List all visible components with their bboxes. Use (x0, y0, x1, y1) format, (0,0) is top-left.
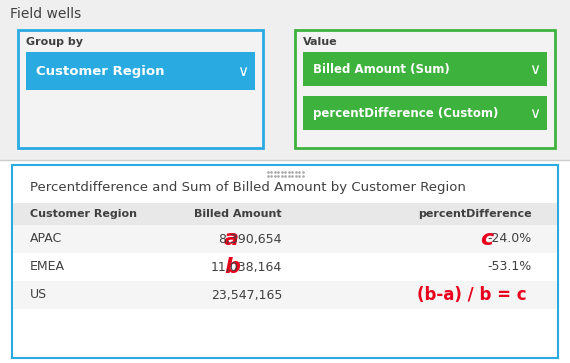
Text: -24.0%: -24.0% (488, 232, 532, 245)
FancyBboxPatch shape (26, 52, 255, 90)
Text: c: c (480, 229, 493, 249)
FancyBboxPatch shape (303, 96, 547, 130)
Text: Customer Region: Customer Region (36, 65, 165, 77)
Text: ∨: ∨ (530, 61, 540, 77)
Text: percentDifference: percentDifference (418, 209, 532, 219)
FancyBboxPatch shape (303, 52, 547, 86)
FancyBboxPatch shape (0, 0, 570, 160)
Text: 8,390,654: 8,390,654 (218, 232, 282, 245)
FancyBboxPatch shape (13, 253, 557, 281)
Text: EMEA: EMEA (30, 261, 65, 273)
FancyBboxPatch shape (295, 30, 555, 148)
Text: (b-a) / b = c: (b-a) / b = c (417, 286, 527, 304)
Text: 23,547,165: 23,547,165 (211, 289, 282, 302)
Text: a: a (224, 229, 239, 249)
Text: 11,038,164: 11,038,164 (211, 261, 282, 273)
Text: ∨: ∨ (238, 64, 249, 78)
Text: ∨: ∨ (530, 106, 540, 121)
Text: Group by: Group by (26, 37, 83, 47)
Text: Customer Region: Customer Region (30, 209, 137, 219)
Text: -53.1%: -53.1% (488, 261, 532, 273)
Text: Percentdifference and Sum of Billed Amount by Customer Region: Percentdifference and Sum of Billed Amou… (30, 180, 466, 193)
Text: APAC: APAC (30, 232, 62, 245)
FancyBboxPatch shape (13, 203, 557, 225)
Text: Billed Amount (Sum): Billed Amount (Sum) (313, 62, 450, 76)
Text: Field wells: Field wells (10, 7, 82, 21)
Text: Value: Value (303, 37, 337, 47)
Text: US: US (30, 289, 47, 302)
Text: b: b (224, 257, 240, 277)
FancyBboxPatch shape (12, 165, 558, 358)
FancyBboxPatch shape (13, 281, 557, 309)
FancyBboxPatch shape (18, 30, 263, 148)
Text: Billed Amount: Billed Amount (194, 209, 282, 219)
Text: percentDifference (Custom): percentDifference (Custom) (313, 106, 498, 119)
FancyBboxPatch shape (13, 225, 557, 253)
